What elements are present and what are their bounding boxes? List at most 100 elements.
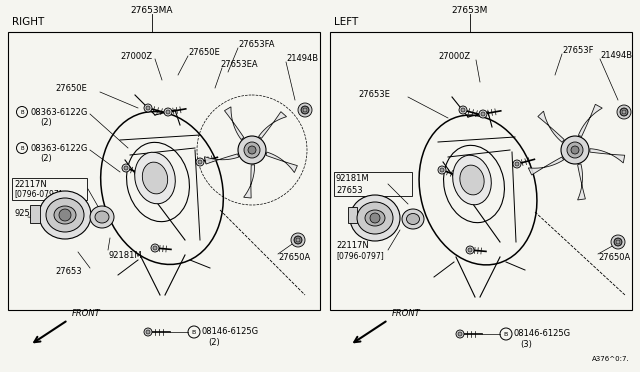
Circle shape	[440, 168, 444, 172]
Text: 27653: 27653	[336, 186, 363, 195]
Circle shape	[122, 164, 130, 172]
Polygon shape	[590, 149, 625, 163]
Circle shape	[146, 106, 150, 110]
Circle shape	[303, 108, 307, 112]
Text: 27650A: 27650A	[598, 253, 630, 263]
Text: 08146-6125G: 08146-6125G	[514, 330, 571, 339]
Circle shape	[513, 160, 521, 168]
Text: B: B	[504, 331, 508, 337]
Text: 92524X: 92524X	[14, 208, 46, 218]
Bar	[12, 178, 87, 200]
Circle shape	[458, 332, 462, 336]
Ellipse shape	[406, 214, 419, 224]
Circle shape	[370, 213, 380, 223]
Polygon shape	[579, 104, 602, 137]
Ellipse shape	[39, 191, 91, 239]
Text: 21494B: 21494B	[286, 54, 318, 62]
Text: FRONT: FRONT	[392, 310, 420, 318]
Text: 27653F: 27653F	[562, 45, 593, 55]
Polygon shape	[204, 154, 239, 164]
Circle shape	[468, 248, 472, 252]
Ellipse shape	[357, 202, 393, 234]
Text: 22117N: 22117N	[14, 180, 47, 189]
Text: LEFT: LEFT	[334, 17, 358, 27]
Text: 22117N: 22117N	[336, 241, 369, 250]
Polygon shape	[538, 111, 564, 142]
Text: (2): (2)	[40, 154, 52, 163]
Text: A376^0:7.: A376^0:7.	[592, 356, 630, 362]
Text: (2): (2)	[208, 339, 220, 347]
Ellipse shape	[350, 195, 400, 241]
Polygon shape	[225, 107, 244, 140]
Text: 21494B: 21494B	[600, 51, 632, 60]
Circle shape	[614, 238, 621, 246]
Circle shape	[146, 330, 150, 334]
Circle shape	[198, 160, 202, 164]
Bar	[8, 32, 320, 310]
Circle shape	[166, 110, 170, 114]
Circle shape	[616, 240, 620, 244]
Text: 92181M: 92181M	[336, 173, 370, 183]
Bar	[348, 207, 357, 223]
Text: 08146-6125G: 08146-6125G	[202, 327, 259, 337]
Circle shape	[298, 103, 312, 117]
Ellipse shape	[452, 155, 492, 205]
Circle shape	[461, 108, 465, 112]
Text: (2): (2)	[40, 118, 52, 126]
Text: 27000Z: 27000Z	[438, 51, 470, 61]
Circle shape	[622, 110, 626, 114]
Circle shape	[164, 108, 172, 116]
Text: 27653FA: 27653FA	[238, 39, 275, 48]
Bar	[30, 205, 40, 223]
Text: FRONT: FRONT	[72, 310, 100, 318]
Circle shape	[611, 235, 625, 249]
Circle shape	[466, 246, 474, 254]
Circle shape	[153, 246, 157, 250]
Text: 27000Z: 27000Z	[120, 51, 152, 61]
Circle shape	[438, 166, 446, 174]
Circle shape	[294, 237, 301, 244]
Text: (3): (3)	[520, 340, 532, 350]
Text: 27653E: 27653E	[358, 90, 390, 99]
Ellipse shape	[142, 162, 168, 194]
Circle shape	[294, 236, 302, 244]
Circle shape	[291, 233, 305, 247]
Circle shape	[244, 142, 260, 158]
Text: 27650E: 27650E	[188, 48, 220, 57]
Text: 27653: 27653	[55, 267, 82, 276]
Text: B: B	[192, 330, 196, 334]
Polygon shape	[259, 112, 287, 138]
Circle shape	[561, 136, 589, 164]
Ellipse shape	[402, 209, 424, 229]
Circle shape	[296, 238, 300, 242]
Circle shape	[301, 106, 308, 113]
Circle shape	[456, 330, 464, 338]
Text: 27653EA: 27653EA	[220, 60, 258, 68]
Bar	[330, 32, 632, 310]
Ellipse shape	[460, 165, 484, 195]
Circle shape	[621, 109, 627, 115]
Polygon shape	[266, 152, 298, 173]
Circle shape	[248, 146, 256, 154]
Ellipse shape	[54, 206, 76, 224]
Circle shape	[196, 158, 204, 166]
Text: RIGHT: RIGHT	[12, 17, 44, 27]
Polygon shape	[528, 157, 564, 175]
Bar	[334, 172, 412, 196]
Text: 08363-6122G: 08363-6122G	[30, 144, 88, 153]
Circle shape	[59, 209, 71, 221]
Circle shape	[481, 112, 485, 116]
Polygon shape	[244, 165, 255, 198]
Circle shape	[124, 166, 128, 170]
Ellipse shape	[134, 152, 175, 204]
Circle shape	[144, 104, 152, 112]
Circle shape	[459, 106, 467, 114]
Circle shape	[620, 108, 628, 116]
Text: 92181M: 92181M	[108, 250, 141, 260]
Circle shape	[571, 146, 579, 154]
Text: [0796-0797]: [0796-0797]	[14, 189, 61, 199]
Circle shape	[301, 106, 309, 114]
Circle shape	[617, 105, 631, 119]
Circle shape	[151, 244, 159, 252]
Polygon shape	[577, 164, 586, 200]
